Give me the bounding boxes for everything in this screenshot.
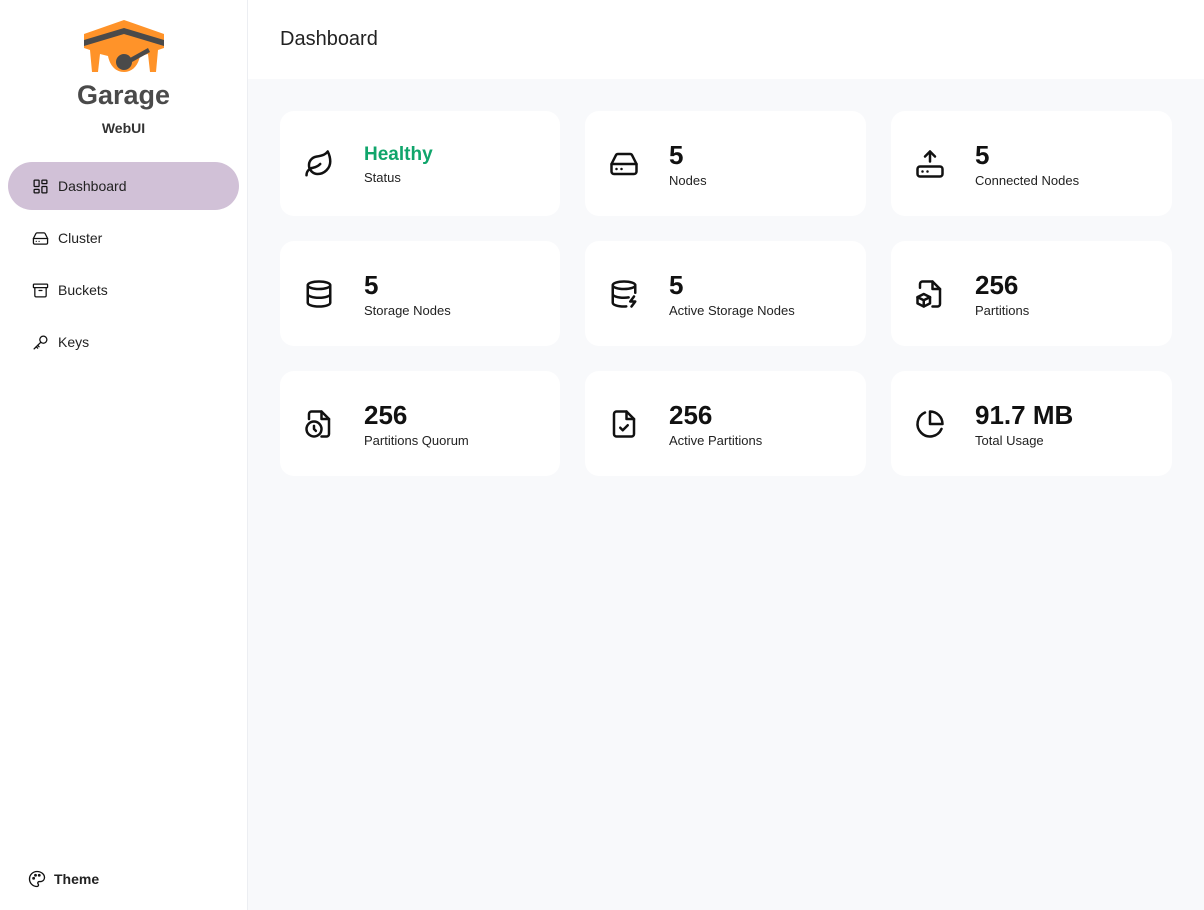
stat-card-active-storage-nodes: 5 Active Storage Nodes	[585, 241, 866, 346]
sidebar-item-dashboard[interactable]: Dashboard	[8, 162, 239, 210]
stat-card-partitions: 256 Partitions	[891, 241, 1172, 346]
stat-value: 256	[669, 399, 713, 430]
palette-icon	[28, 870, 46, 888]
database-icon	[306, 279, 332, 308]
brand-subtitle: WebUI	[101, 120, 146, 136]
stat-label: Connected Nodes	[975, 172, 1080, 188]
router-icon	[916, 149, 944, 178]
stat-value: 91.7 MB	[975, 399, 1074, 430]
stat-card-total-usage: 91.7 MB Total Usage	[891, 371, 1172, 476]
leaf-icon	[305, 149, 332, 176]
file-check-icon	[612, 409, 636, 438]
stat-value: 5	[669, 269, 684, 300]
sidebar-item-label: Cluster	[58, 230, 103, 246]
theme-button[interactable]: Theme	[28, 870, 99, 888]
stat-card-active-partitions: 256 Active Partitions	[585, 371, 866, 476]
garage-logo-icon	[83, 20, 164, 72]
key-icon	[33, 334, 48, 350]
stat-value: 256	[364, 399, 408, 430]
sidebar-item-label: Buckets	[58, 282, 108, 298]
sidebar-item-buckets[interactable]: Buckets	[8, 266, 239, 314]
stat-card-partitions-quorum: 256 Partitions Quorum	[280, 371, 560, 476]
stat-card-storage-nodes: 5 Storage Nodes	[280, 241, 560, 346]
stats-grid: Healthy Status 5 Nodes 5 Connected Nodes 5 S…	[248, 79, 1204, 508]
stat-label: Status	[364, 169, 401, 185]
hard-drive-icon	[32, 231, 49, 245]
sidebar-item-label: Dashboard	[58, 178, 127, 194]
stat-value: 5	[975, 139, 990, 170]
sidebar-nav: Dashboard Cluster Buckets Keys	[0, 162, 247, 366]
archive-icon	[32, 282, 49, 298]
stat-value: Healthy	[364, 143, 433, 165]
stat-value: 5	[364, 269, 379, 300]
stat-label: Active Partitions	[669, 432, 763, 448]
database-zap-icon	[611, 279, 637, 308]
page-title: Dashboard	[280, 28, 378, 50]
sidebar-item-cluster[interactable]: Cluster	[8, 214, 239, 262]
stat-label: Active Storage Nodes	[669, 302, 795, 318]
stat-value: 256	[975, 269, 1019, 300]
stat-card-nodes: 5 Nodes	[585, 111, 866, 216]
file-box-icon	[916, 279, 942, 308]
main-content: Dashboard Healthy Status 5 Nodes 5 Connecte…	[248, 0, 1204, 910]
brand-name: Garage	[76, 80, 171, 110]
stat-card-status: Healthy Status	[280, 111, 560, 216]
stat-card-connected-nodes: 5 Connected Nodes	[891, 111, 1172, 216]
stat-label: Total Usage	[975, 432, 1044, 448]
stat-label: Partitions	[975, 302, 1030, 318]
stat-value: 5	[669, 139, 684, 170]
theme-label: Theme	[54, 871, 100, 887]
file-clock-icon	[305, 409, 331, 438]
sidebar: Garage WebUI Dashboard Cluster Buckets K…	[0, 0, 248, 910]
logo: Garage WebUI	[0, 0, 247, 136]
stat-label: Nodes	[669, 172, 707, 188]
pie-chart-icon	[916, 409, 944, 438]
hard-drive-icon	[610, 152, 638, 175]
stat-label: Partitions Quorum	[364, 432, 469, 448]
dashboard-icon	[33, 178, 48, 194]
page-header: Dashboard	[248, 0, 1204, 79]
sidebar-item-keys[interactable]: Keys	[8, 318, 239, 366]
stat-label: Storage Nodes	[364, 302, 451, 318]
sidebar-item-label: Keys	[58, 334, 90, 350]
